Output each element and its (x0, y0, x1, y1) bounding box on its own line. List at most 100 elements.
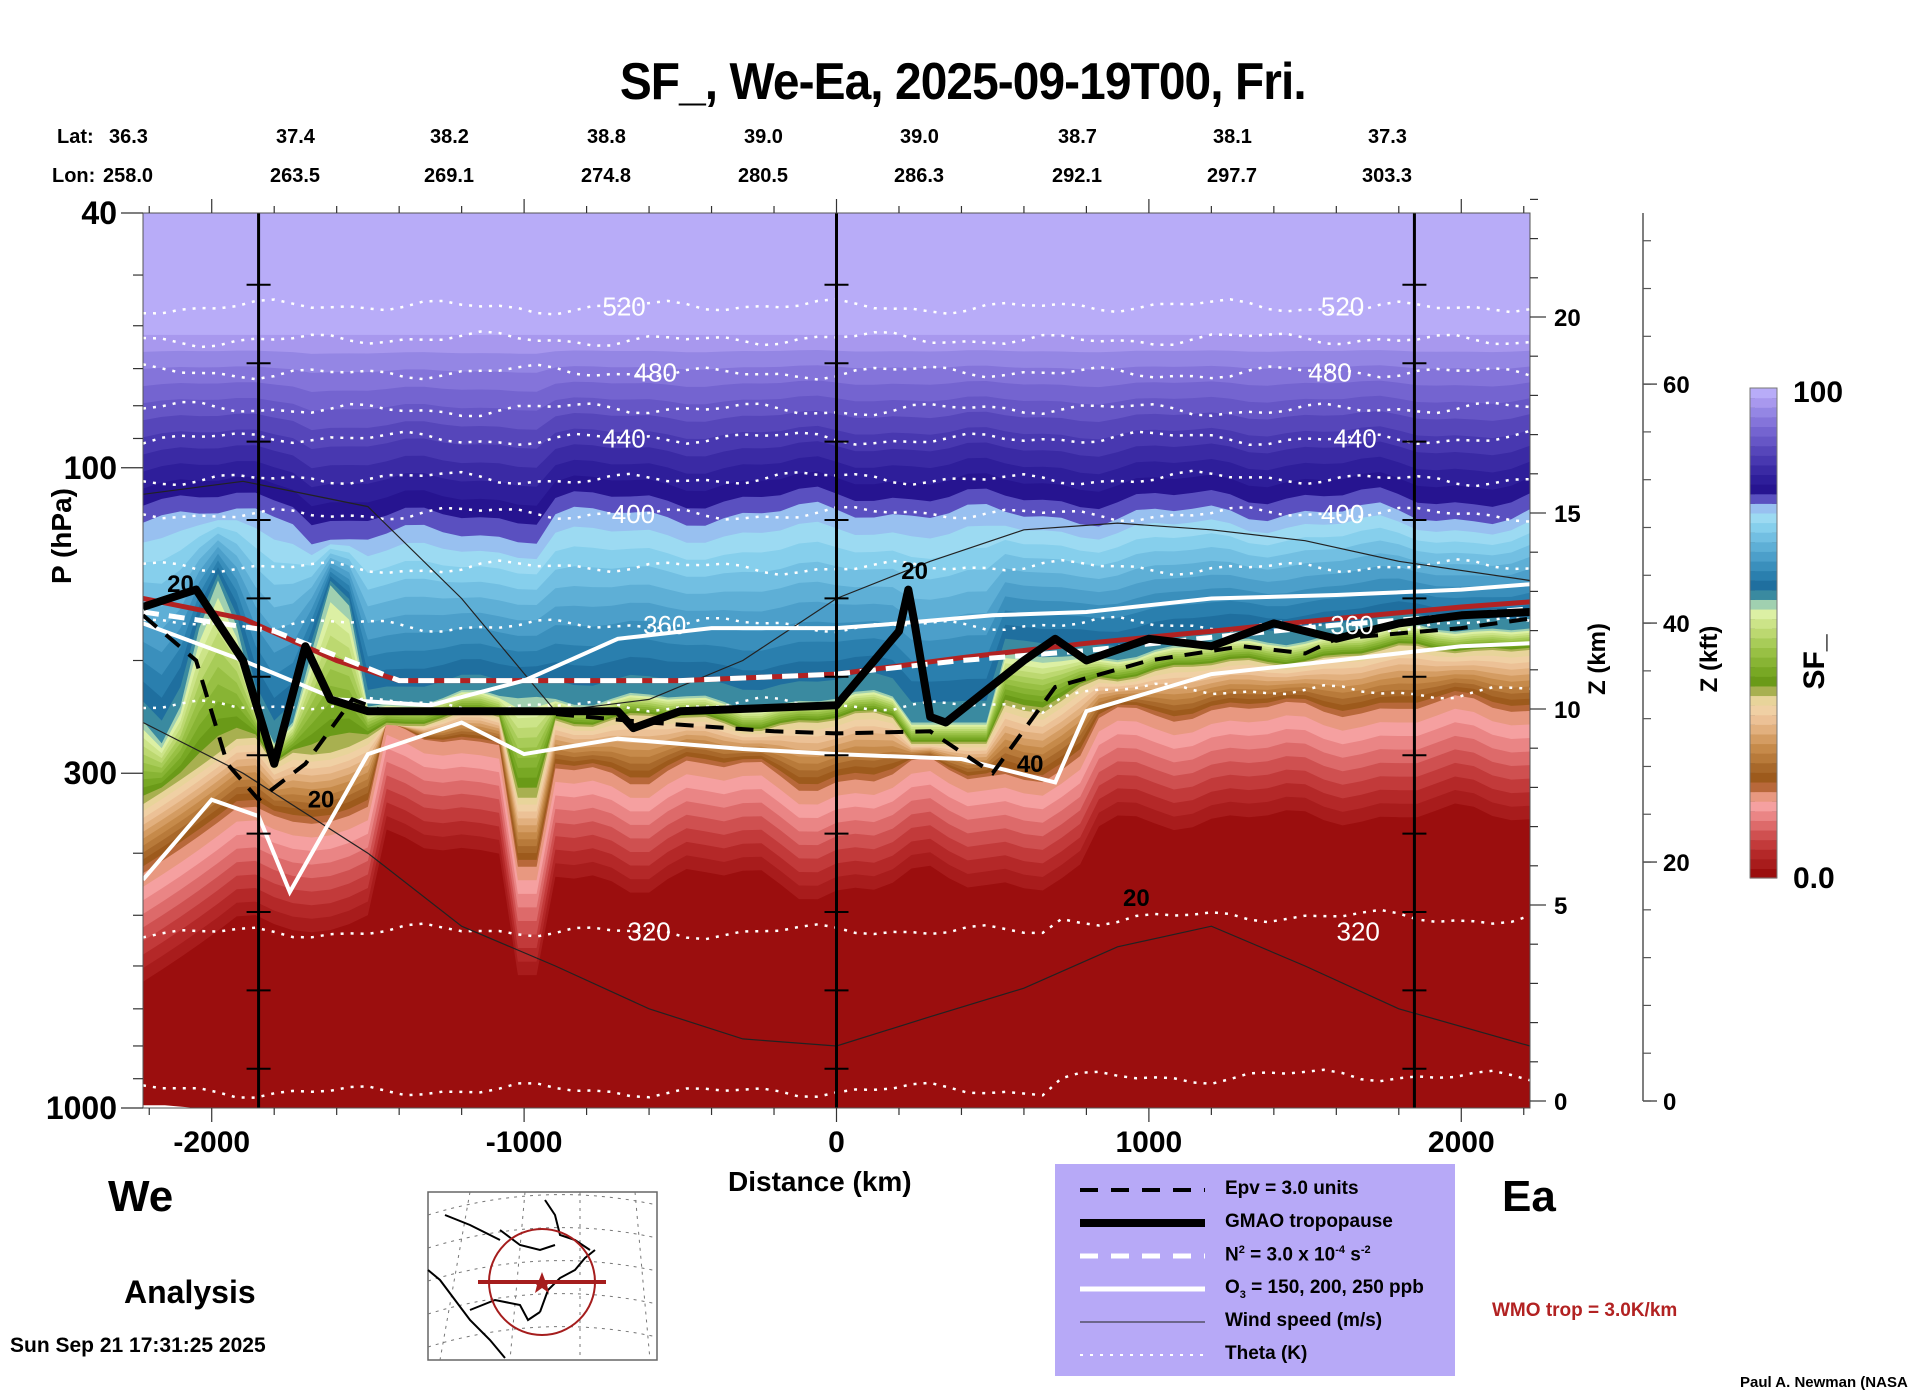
map-graticule (427, 1293, 658, 1315)
colorbar-segment (1750, 695, 1777, 706)
wmo-trop-label: WMO trop = 3.0K/km (1492, 1300, 1678, 1321)
theta-label: 520 (602, 292, 645, 322)
z-kft-tick-label: 0 (1663, 1089, 1676, 1116)
colorbar-segment (1750, 858, 1777, 869)
lat-value: 38.8 (587, 126, 626, 148)
west-direction-label: We (108, 1172, 174, 1221)
colorbar-segment (1750, 560, 1777, 572)
legend-theta-line-icon (1080, 1354, 1205, 1356)
wind-speed-label: 20 (308, 787, 335, 814)
y-tick-label: 300 (64, 755, 117, 791)
legend: Epv = 3.0 units GMAO tropopause N2 = 3.0… (1055, 1164, 1455, 1376)
colorbar-segment (1750, 714, 1777, 725)
lat-value: 39.0 (900, 126, 939, 148)
colorbar-segment (1750, 551, 1777, 562)
chart-title: SF_, We-Ea, 2025-09-19T00, Fri. (619, 53, 1307, 111)
colorbar-segment (1750, 407, 1777, 418)
colorbar-segment (1750, 599, 1777, 610)
colorbar-segment (1750, 541, 1777, 552)
legend-ozone-line-icon (1080, 1286, 1205, 1292)
colorbar-segment (1750, 666, 1777, 677)
colorbar-segment (1750, 637, 1777, 649)
z-km-tick-label: 20 (1554, 305, 1581, 332)
legend-wind-line-icon (1080, 1321, 1205, 1323)
x-tick-label: -1000 (486, 1126, 563, 1159)
colorbar-segment (1750, 801, 1777, 812)
map-inset (427, 1191, 658, 1361)
legend-epv-line-icon (1080, 1188, 1205, 1192)
colorbar-segment (1750, 484, 1777, 495)
map-graticule (427, 1326, 658, 1348)
theta-label: 480 (1308, 358, 1351, 388)
colorbar-segment (1750, 657, 1777, 668)
lat-value: 37.3 (1368, 126, 1407, 148)
n2-line (143, 606, 1530, 684)
colorbar-segment (1750, 589, 1777, 600)
colorbar-segment (1750, 464, 1777, 476)
x-tick-label: 1000 (1116, 1126, 1183, 1159)
gmao-tropopause-line (143, 585, 1530, 768)
colorbar-segment (1750, 570, 1777, 581)
lat-value: 38.1 (1213, 126, 1252, 148)
x-tick-label: 0 (828, 1126, 845, 1159)
colorbar-segment (1750, 436, 1777, 447)
legend-item-n2: N2 = 3.0 x 10-4 s-2 (1055, 1240, 1455, 1272)
colorbar-segment (1750, 388, 1777, 399)
z-km-tick-label: 15 (1554, 501, 1581, 528)
map-coastline (427, 1199, 596, 1359)
wind-speed-label: 20 (901, 558, 928, 585)
lat-header-label: Lat: (57, 126, 94, 148)
x-tick-label: -2000 (173, 1126, 250, 1159)
lon-value: 303.3 (1362, 165, 1413, 187)
east-direction-label: Ea (1502, 1172, 1556, 1221)
colorbar-segment (1750, 397, 1777, 408)
epv-line (143, 613, 1530, 803)
theta-label: 360 (1330, 610, 1373, 640)
legend-n2-line-icon (1080, 1253, 1205, 1259)
y-axis-title: P (hPa) (46, 488, 77, 584)
z-km-axis-title: Z (km) (1584, 623, 1611, 695)
overlay-contours: 520 520 480 480 440 440 400 400 360 360 320 320 20 20… (143, 213, 1530, 1108)
ozone-contour-250 (143, 641, 1530, 897)
colorbar-segment (1750, 685, 1777, 697)
colorbar-segment (1750, 503, 1777, 514)
colorbar-segment (1750, 608, 1777, 620)
lon-value: 280.5 (738, 165, 789, 187)
wind-speed-label: 20 (1123, 885, 1150, 912)
theta-label: 480 (634, 358, 677, 388)
colorbar-segment (1750, 416, 1777, 428)
theta-label: 360 (643, 610, 686, 640)
colorbar-segment (1750, 781, 1777, 793)
colorbar-segment (1750, 445, 1777, 456)
theta-label: 440 (1333, 423, 1376, 453)
colorbar-segment (1750, 493, 1777, 504)
colorbar-segment (1750, 743, 1777, 754)
colorbar-segment (1750, 772, 1777, 783)
z-kft-axis-title: Z (kft) (1696, 625, 1723, 693)
legend-item-gmao-tropopause: GMAO tropopause (1055, 1207, 1455, 1239)
theta-label: 320 (1336, 916, 1379, 946)
legend-label-theta: Theta (K) (1225, 1343, 1308, 1364)
analysis-label: Analysis (124, 1274, 256, 1310)
legend-item-theta: Theta (K) (1055, 1339, 1455, 1371)
map-graticule (427, 1227, 658, 1249)
map-center-star-icon (531, 1272, 553, 1293)
colorbar-segment (1750, 512, 1777, 524)
wind-speed-label: 20 (167, 571, 194, 598)
colorbar-segment (1750, 810, 1777, 821)
plot-axes: -2000 -1000 0 1000 2000 40 100 300 1000 0 5 10 15 20 0… (46, 195, 1690, 1159)
colorbar-segment (1750, 724, 1777, 735)
legend-label-gmao: GMAO tropopause (1225, 1211, 1393, 1232)
lat-value: 38.2 (430, 126, 469, 148)
colorbar-segment (1750, 868, 1777, 879)
colorbar-segment (1750, 849, 1777, 860)
colorbar-segment (1750, 820, 1777, 831)
colorbar-segment (1750, 829, 1777, 841)
x-tick-label: 2000 (1428, 1126, 1495, 1159)
legend-item-wind-speed: Wind speed (m/s) (1055, 1306, 1455, 1338)
lat-value: 36.3 (109, 126, 148, 148)
colorbar-segment (1750, 580, 1777, 591)
z-kft-tick-label: 40 (1663, 611, 1690, 638)
z-kft-tick-label: 60 (1663, 372, 1690, 399)
